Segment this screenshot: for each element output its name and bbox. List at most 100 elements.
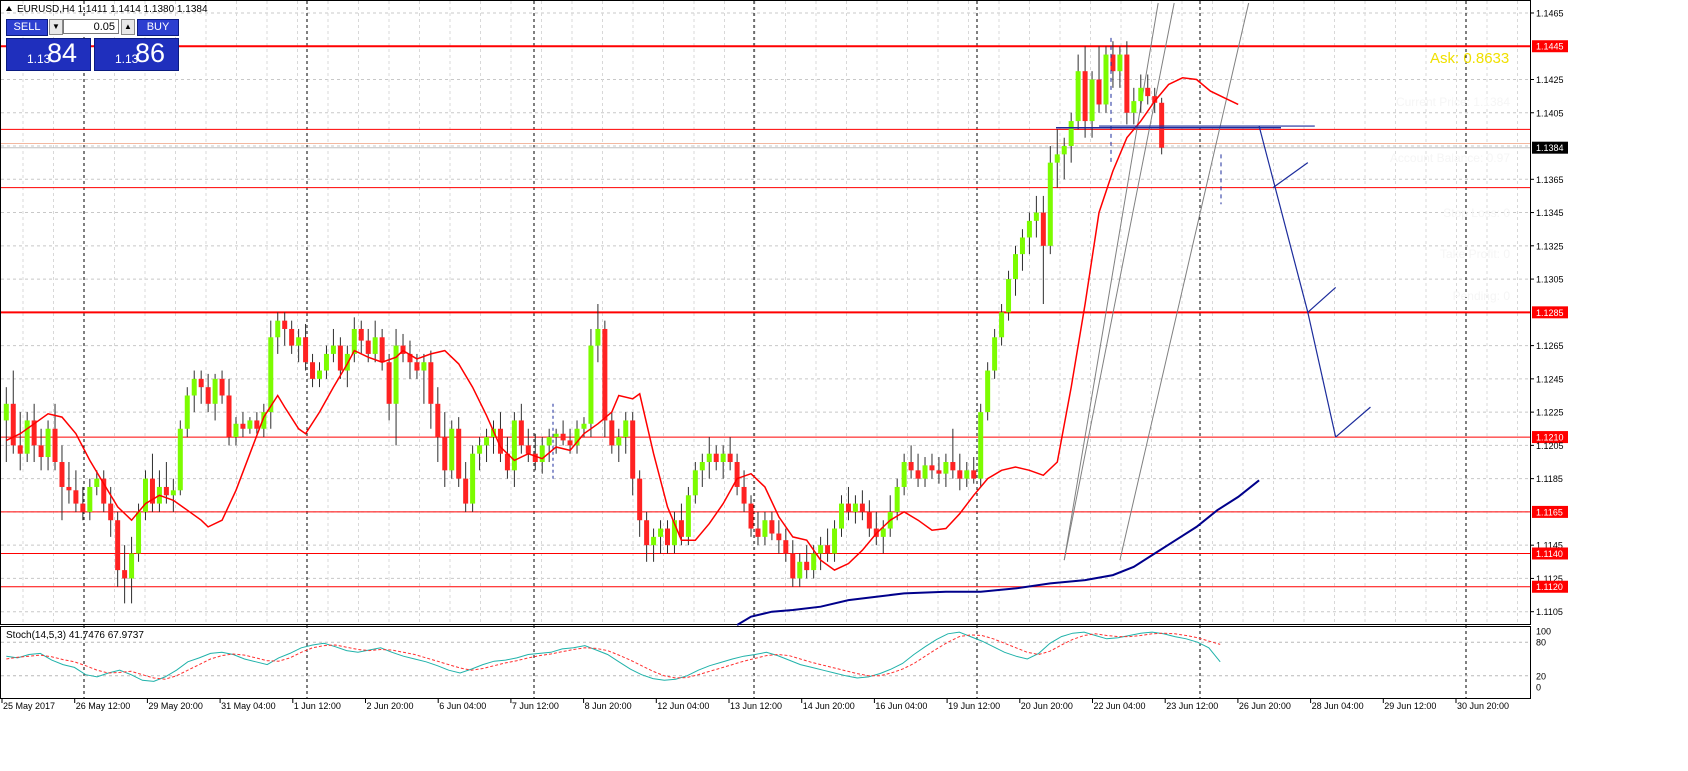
candle <box>999 304 1005 346</box>
candle <box>908 445 914 479</box>
stoch-tick-label: 80 <box>1536 638 1546 648</box>
buy-button[interactable]: BUY <box>137 19 179 36</box>
info-line: Take Profit: 0 <box>1440 247 1510 261</box>
candle <box>553 428 559 454</box>
time-tick-label: 7 Jun 12:00 <box>512 701 559 711</box>
price-tick-label: 1.1105 <box>1536 607 1563 617</box>
candle <box>762 511 768 546</box>
candle <box>978 403 984 487</box>
one-click-trading-panel: SELL ▼ 0.05 ▲ BUY 1.13 84 1.13 86 <box>6 19 179 71</box>
candle <box>442 412 448 487</box>
level-label: 1.1165 <box>1536 507 1563 517</box>
projection-line[interactable] <box>1335 406 1371 438</box>
lot-decrease-button[interactable]: ▼ <box>49 19 63 35</box>
time-tick-label: 14 Jun 20:00 <box>803 701 855 711</box>
candle <box>1068 112 1074 163</box>
candle <box>177 420 183 496</box>
time-tick-label: 16 Jun 04:00 <box>875 701 927 711</box>
lot-size-input[interactable]: 0.05 <box>63 19 119 34</box>
candle <box>184 387 190 438</box>
candle <box>1033 195 1039 238</box>
level-badge <box>1532 547 1568 560</box>
candle <box>379 328 385 371</box>
candle <box>1096 46 1102 113</box>
candle <box>588 328 594 438</box>
candle <box>790 540 796 587</box>
sell-price-box[interactable]: 1.13 84 <box>6 38 91 71</box>
candle <box>205 373 211 413</box>
candle <box>149 453 155 512</box>
candle <box>87 478 93 521</box>
candle <box>1026 212 1032 255</box>
time-tick-label: 1 Jun 12:00 <box>294 701 341 711</box>
candle <box>212 373 218 421</box>
time-tick-label: 31 May 04:00 <box>221 701 276 711</box>
buy-price-prefix: 1.13 <box>115 52 139 66</box>
candle <box>268 320 274 429</box>
price-tick-label: 1.1325 <box>1536 241 1564 251</box>
candle <box>497 412 503 463</box>
time-tick-label: 12 Jun 04:00 <box>657 701 709 711</box>
candle <box>943 453 949 487</box>
triangle-icon <box>6 6 12 11</box>
candle <box>957 453 963 491</box>
stoch-signal-line <box>6 632 1221 680</box>
time-axis: 25 May 2017 26 May 12:00 29 May 20:00 31 Ma… <box>1 699 1509 711</box>
candle <box>734 453 740 496</box>
candle <box>1124 41 1130 125</box>
chart-title: EURUSD,H4 1.1411 1.1414 1.1380 1.1384 <box>17 4 208 15</box>
candle <box>66 462 72 504</box>
price-tick-label: 1.1345 <box>1536 208 1564 218</box>
candle <box>219 370 225 404</box>
channel-line[interactable] <box>1063 2 1175 561</box>
candle <box>296 328 302 363</box>
buy-price-box[interactable]: 1.13 86 <box>94 38 179 71</box>
candle <box>839 495 844 537</box>
candle <box>971 457 977 484</box>
projection-line[interactable] <box>1272 162 1309 189</box>
channel-line[interactable] <box>1119 2 1250 561</box>
info-line: Stop Loss: 0 <box>1443 206 1510 220</box>
candle <box>435 387 441 463</box>
candle <box>546 428 552 463</box>
time-tick-label: 30 Jun 20:00 <box>1457 701 1509 711</box>
candle <box>17 412 23 471</box>
candle <box>330 328 336 363</box>
candle <box>658 520 664 554</box>
candle <box>59 445 65 521</box>
candle <box>852 495 858 524</box>
candle <box>351 317 357 363</box>
candle <box>484 428 490 463</box>
candle <box>261 403 267 438</box>
candle <box>776 520 782 554</box>
projection-line[interactable] <box>1307 286 1337 313</box>
projection-line[interactable] <box>1258 125 1309 313</box>
candle <box>915 453 921 487</box>
current-price-label: 1.1384 <box>1536 143 1564 153</box>
time-tick-label: 13 Jun 12:00 <box>730 701 782 711</box>
candle <box>748 495 754 537</box>
candle <box>240 412 246 438</box>
candle <box>1054 129 1060 188</box>
price-tick-label: 1.1125 <box>1536 574 1563 584</box>
stoch-tick-label: 100 <box>1536 627 1551 637</box>
candle <box>950 428 956 479</box>
candle <box>832 520 838 562</box>
candle <box>1019 229 1025 271</box>
projection-lines[interactable] <box>552 37 1371 479</box>
candle <box>797 553 803 587</box>
projection-line[interactable] <box>1307 312 1337 438</box>
candle <box>122 545 128 604</box>
lot-increase-button[interactable]: ▲ <box>121 19 135 35</box>
sell-button[interactable]: SELL <box>6 19 48 36</box>
candle <box>825 528 831 562</box>
candle <box>163 462 169 504</box>
candle <box>894 478 900 521</box>
price-tick-label: 1.1265 <box>1536 341 1564 351</box>
candle <box>477 437 483 471</box>
candle <box>31 403 37 463</box>
price-axis: 1.1465 1.1445 1.1425 1.1405 1.1384 1.1365 1.13… <box>1530 8 1568 617</box>
candle <box>1117 46 1123 88</box>
